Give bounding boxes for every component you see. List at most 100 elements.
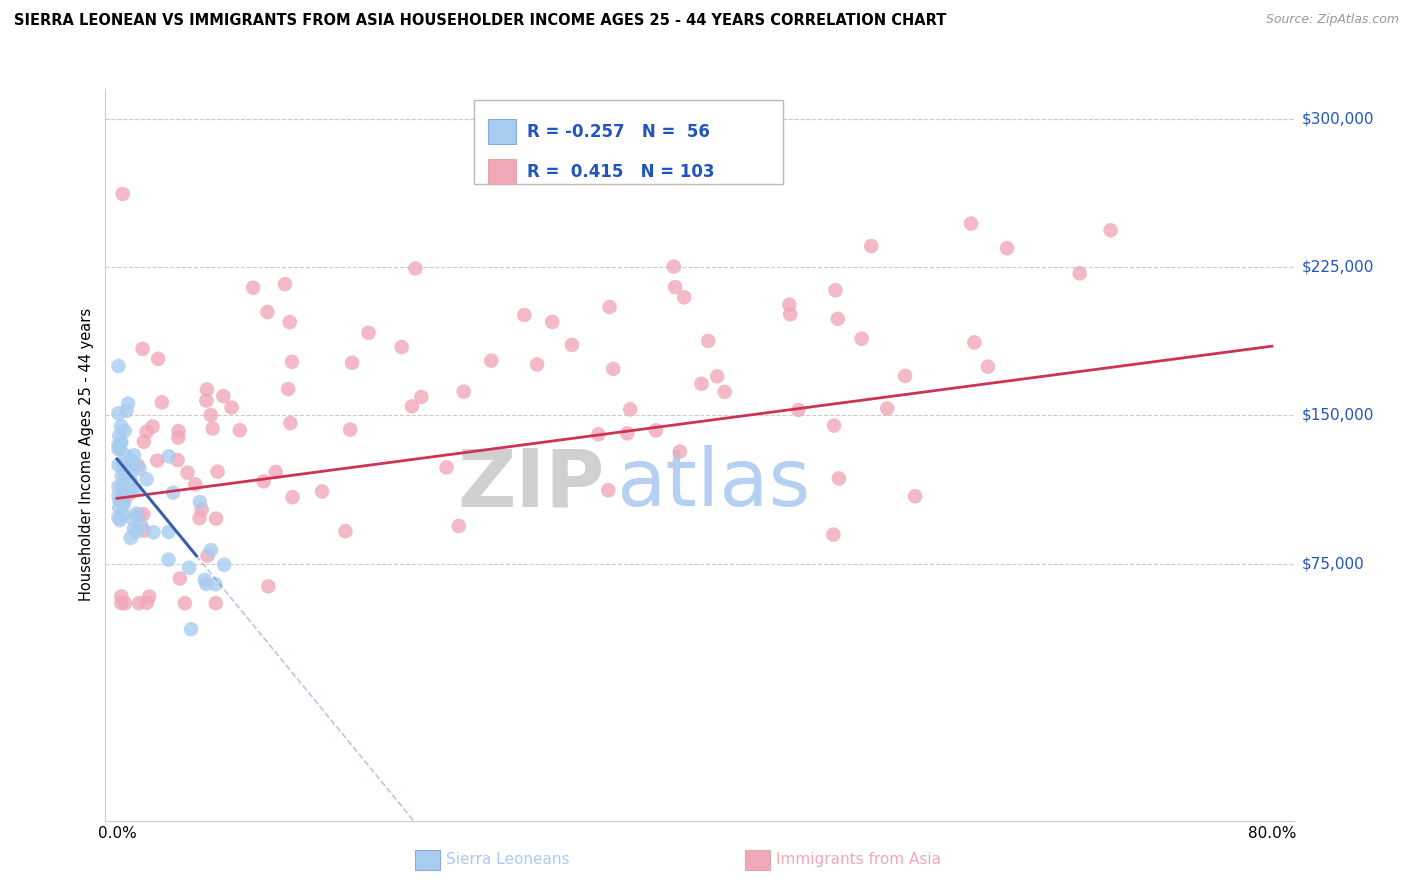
Point (128, 461, 150, 475)
Point (124, 482, 146, 496)
Text: $300,000: $300,000 (1302, 112, 1374, 127)
Text: ZIP: ZIP (457, 445, 605, 524)
Point (180, 622, 202, 636)
Point (120, 483, 142, 498)
Point (662, 260, 685, 274)
Point (212, 389, 235, 403)
Point (194, 573, 217, 587)
Point (132, 434, 155, 449)
Point (110, 596, 132, 610)
Point (115, 404, 138, 418)
Point (110, 435, 132, 450)
Point (200, 543, 222, 558)
Point (142, 525, 165, 540)
Point (110, 590, 132, 604)
Point (121, 512, 143, 526)
Point (150, 395, 173, 409)
Point (778, 298, 800, 312)
Point (453, 384, 475, 399)
Point (115, 483, 138, 497)
Point (125, 507, 148, 521)
Point (212, 558, 235, 572)
Point (205, 511, 228, 525)
Point (135, 425, 157, 439)
Text: Immigrants from Asia: Immigrants from Asia (776, 853, 941, 867)
Point (1099, 223, 1122, 237)
Point (169, 572, 191, 586)
Point (904, 489, 927, 503)
Point (447, 519, 470, 533)
Point (673, 290, 696, 304)
Point (131, 342, 153, 356)
Point (281, 490, 304, 504)
Point (541, 315, 564, 329)
Point (167, 431, 190, 445)
Point (602, 362, 624, 376)
Point (107, 359, 129, 373)
Point (188, 511, 211, 525)
Point (107, 406, 129, 420)
Point (114, 448, 136, 462)
Point (281, 355, 304, 369)
Point (598, 483, 620, 498)
Point (167, 424, 190, 438)
Point (599, 300, 621, 314)
Point (229, 423, 252, 437)
Point (205, 596, 228, 610)
Point (114, 467, 136, 481)
Point (108, 500, 131, 515)
Point (195, 383, 218, 397)
Point (176, 466, 198, 480)
Point (277, 382, 299, 396)
Point (823, 418, 845, 433)
Point (127, 458, 149, 473)
Point (706, 369, 728, 384)
Point (824, 283, 846, 297)
Point (107, 510, 129, 524)
Text: Sierra Leoneans: Sierra Leoneans (446, 853, 569, 867)
Point (128, 508, 150, 523)
Point (173, 596, 195, 610)
Point (129, 517, 152, 532)
Point (118, 486, 141, 500)
Point (204, 577, 226, 591)
Point (664, 280, 686, 294)
Point (851, 332, 873, 346)
Point (110, 435, 132, 450)
Point (357, 326, 380, 340)
Point (876, 401, 898, 416)
Point (335, 524, 357, 539)
Point (644, 424, 666, 438)
Point (264, 465, 287, 479)
Point (401, 400, 423, 414)
Point (157, 524, 180, 539)
Point (1069, 267, 1091, 281)
Point (977, 359, 1000, 374)
Point (616, 426, 638, 441)
Point (114, 494, 136, 508)
Point (146, 351, 169, 366)
Point (120, 467, 142, 481)
Point (274, 277, 297, 292)
Point (242, 281, 264, 295)
Point (207, 465, 229, 479)
Point (138, 590, 160, 604)
Text: R =  0.415   N = 103: R = 0.415 N = 103 (527, 162, 714, 180)
Point (513, 308, 536, 322)
Point (894, 368, 917, 383)
Y-axis label: Householder Income Ages 25 - 44 years: Householder Income Ages 25 - 44 years (79, 309, 94, 601)
Point (195, 577, 218, 591)
Point (201, 421, 224, 435)
Point (146, 453, 169, 467)
Point (526, 358, 548, 372)
Point (132, 524, 155, 538)
Point (108, 494, 131, 508)
Text: $75,000: $75,000 (1302, 556, 1365, 571)
Point (404, 261, 426, 276)
Point (436, 460, 458, 475)
Point (128, 596, 150, 610)
Point (111, 493, 134, 508)
Point (142, 419, 165, 434)
Point (697, 334, 720, 348)
Point (179, 561, 201, 575)
